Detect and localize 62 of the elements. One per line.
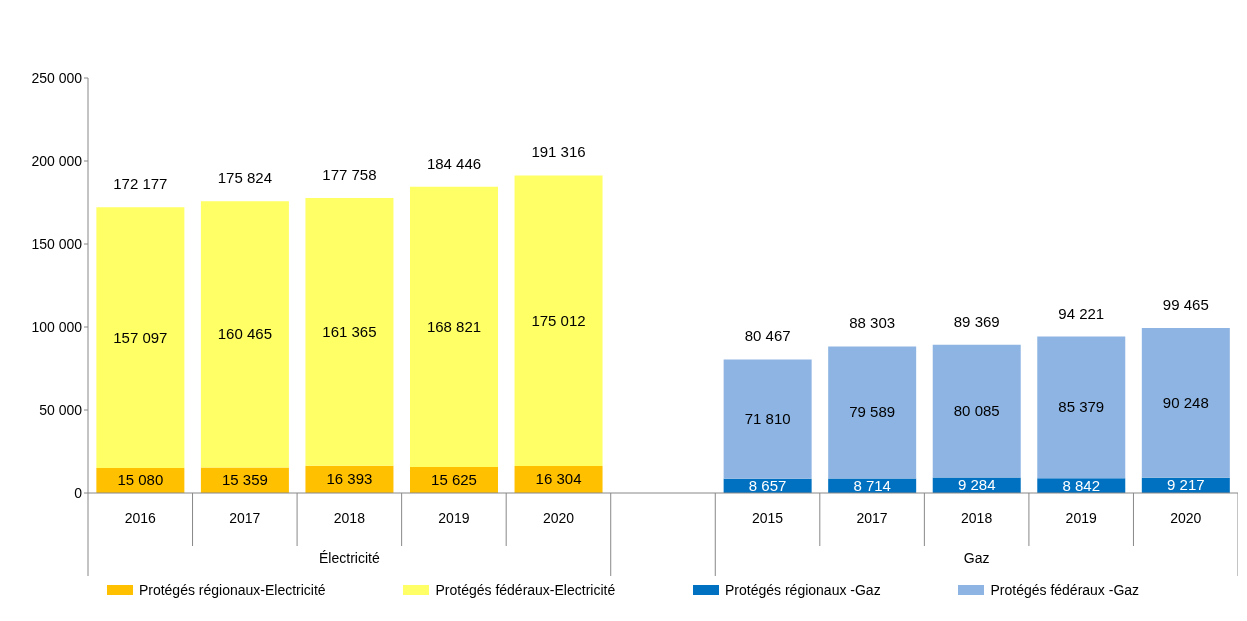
data-label: 90 248 — [1162, 393, 1209, 411]
data-label: 85 379 — [1058, 398, 1105, 416]
bar — [305, 197, 394, 466]
total-label: 94 221 — [1058, 304, 1105, 322]
x-tick-label: 2016 — [124, 510, 157, 526]
total-label: 99 465 — [1162, 295, 1209, 313]
data-label: 8 657 — [748, 476, 787, 494]
bar — [828, 346, 917, 479]
y-tick-label: 250 000 — [31, 69, 83, 86]
total-label: 175 824 — [217, 169, 273, 187]
text: Gaz — [963, 550, 990, 566]
bar — [200, 201, 289, 468]
legend-label: Protégés régionaux-Electricité — [138, 582, 326, 598]
data-label: 160 465 — [217, 325, 273, 343]
x-tick-label: 2017 — [856, 510, 888, 526]
x-tick-label: 2015 — [751, 510, 784, 526]
total-label: 88 303 — [849, 314, 896, 332]
data-label: 71 810 — [744, 410, 791, 428]
y-tick-label: 200 000 — [31, 152, 83, 169]
data-label: 15 080 — [117, 471, 164, 489]
data-label: 8 842 — [1062, 476, 1101, 494]
data-label: 168 821 — [426, 317, 482, 335]
bar — [514, 175, 603, 466]
bar — [1141, 327, 1230, 478]
data-label: 175 012 — [531, 311, 586, 329]
total-label: 184 446 — [426, 154, 482, 172]
text: Électricité — [319, 550, 380, 566]
x-tick-label: 2018 — [961, 510, 993, 526]
y-tick-label: 150 000 — [31, 235, 83, 252]
bar — [932, 344, 1021, 478]
y-tick-label: 0 — [74, 484, 83, 501]
data-label: 15 625 — [431, 471, 477, 489]
x-tick-label: 2019 — [438, 510, 470, 526]
data-label: 80 085 — [953, 402, 1000, 420]
total-label: 89 369 — [953, 312, 1000, 330]
data-label: 161 365 — [322, 322, 377, 340]
x-tick-label: 2020 — [542, 510, 575, 526]
legend-label: Protégés fédéraux-Electricité — [435, 582, 616, 598]
data-label: 9 284 — [957, 476, 996, 494]
data-label: 16 304 — [535, 470, 582, 488]
total-label: 177 758 — [322, 165, 377, 183]
bar — [1037, 336, 1126, 479]
total-label: 172 177 — [113, 175, 168, 193]
data-label: 8 714 — [853, 476, 891, 494]
legend-label: Protégés régionaux -Gaz — [725, 582, 881, 598]
data-label: 9 217 — [1167, 476, 1205, 494]
data-label: 15 359 — [221, 471, 268, 489]
legend-label: Protégés fédéraux -Gaz — [990, 582, 1140, 598]
total-label: 80 467 — [744, 327, 791, 345]
x-tick-label: 2019 — [1065, 510, 1097, 526]
total-label: 191 316 — [531, 143, 586, 161]
bar — [410, 186, 498, 468]
y-tick-label: 100 000 — [31, 318, 83, 335]
x-tick-label: 2020 — [1170, 510, 1202, 526]
x-tick-label: 2017 — [229, 510, 261, 526]
bar — [723, 359, 812, 479]
data-label: 79 589 — [849, 403, 896, 421]
data-label: 16 393 — [326, 470, 373, 488]
data-label: 157 097 — [113, 328, 168, 346]
x-tick-label: 2018 — [333, 510, 366, 526]
y-tick-label: 50 000 — [39, 401, 83, 418]
bar — [96, 207, 185, 468]
